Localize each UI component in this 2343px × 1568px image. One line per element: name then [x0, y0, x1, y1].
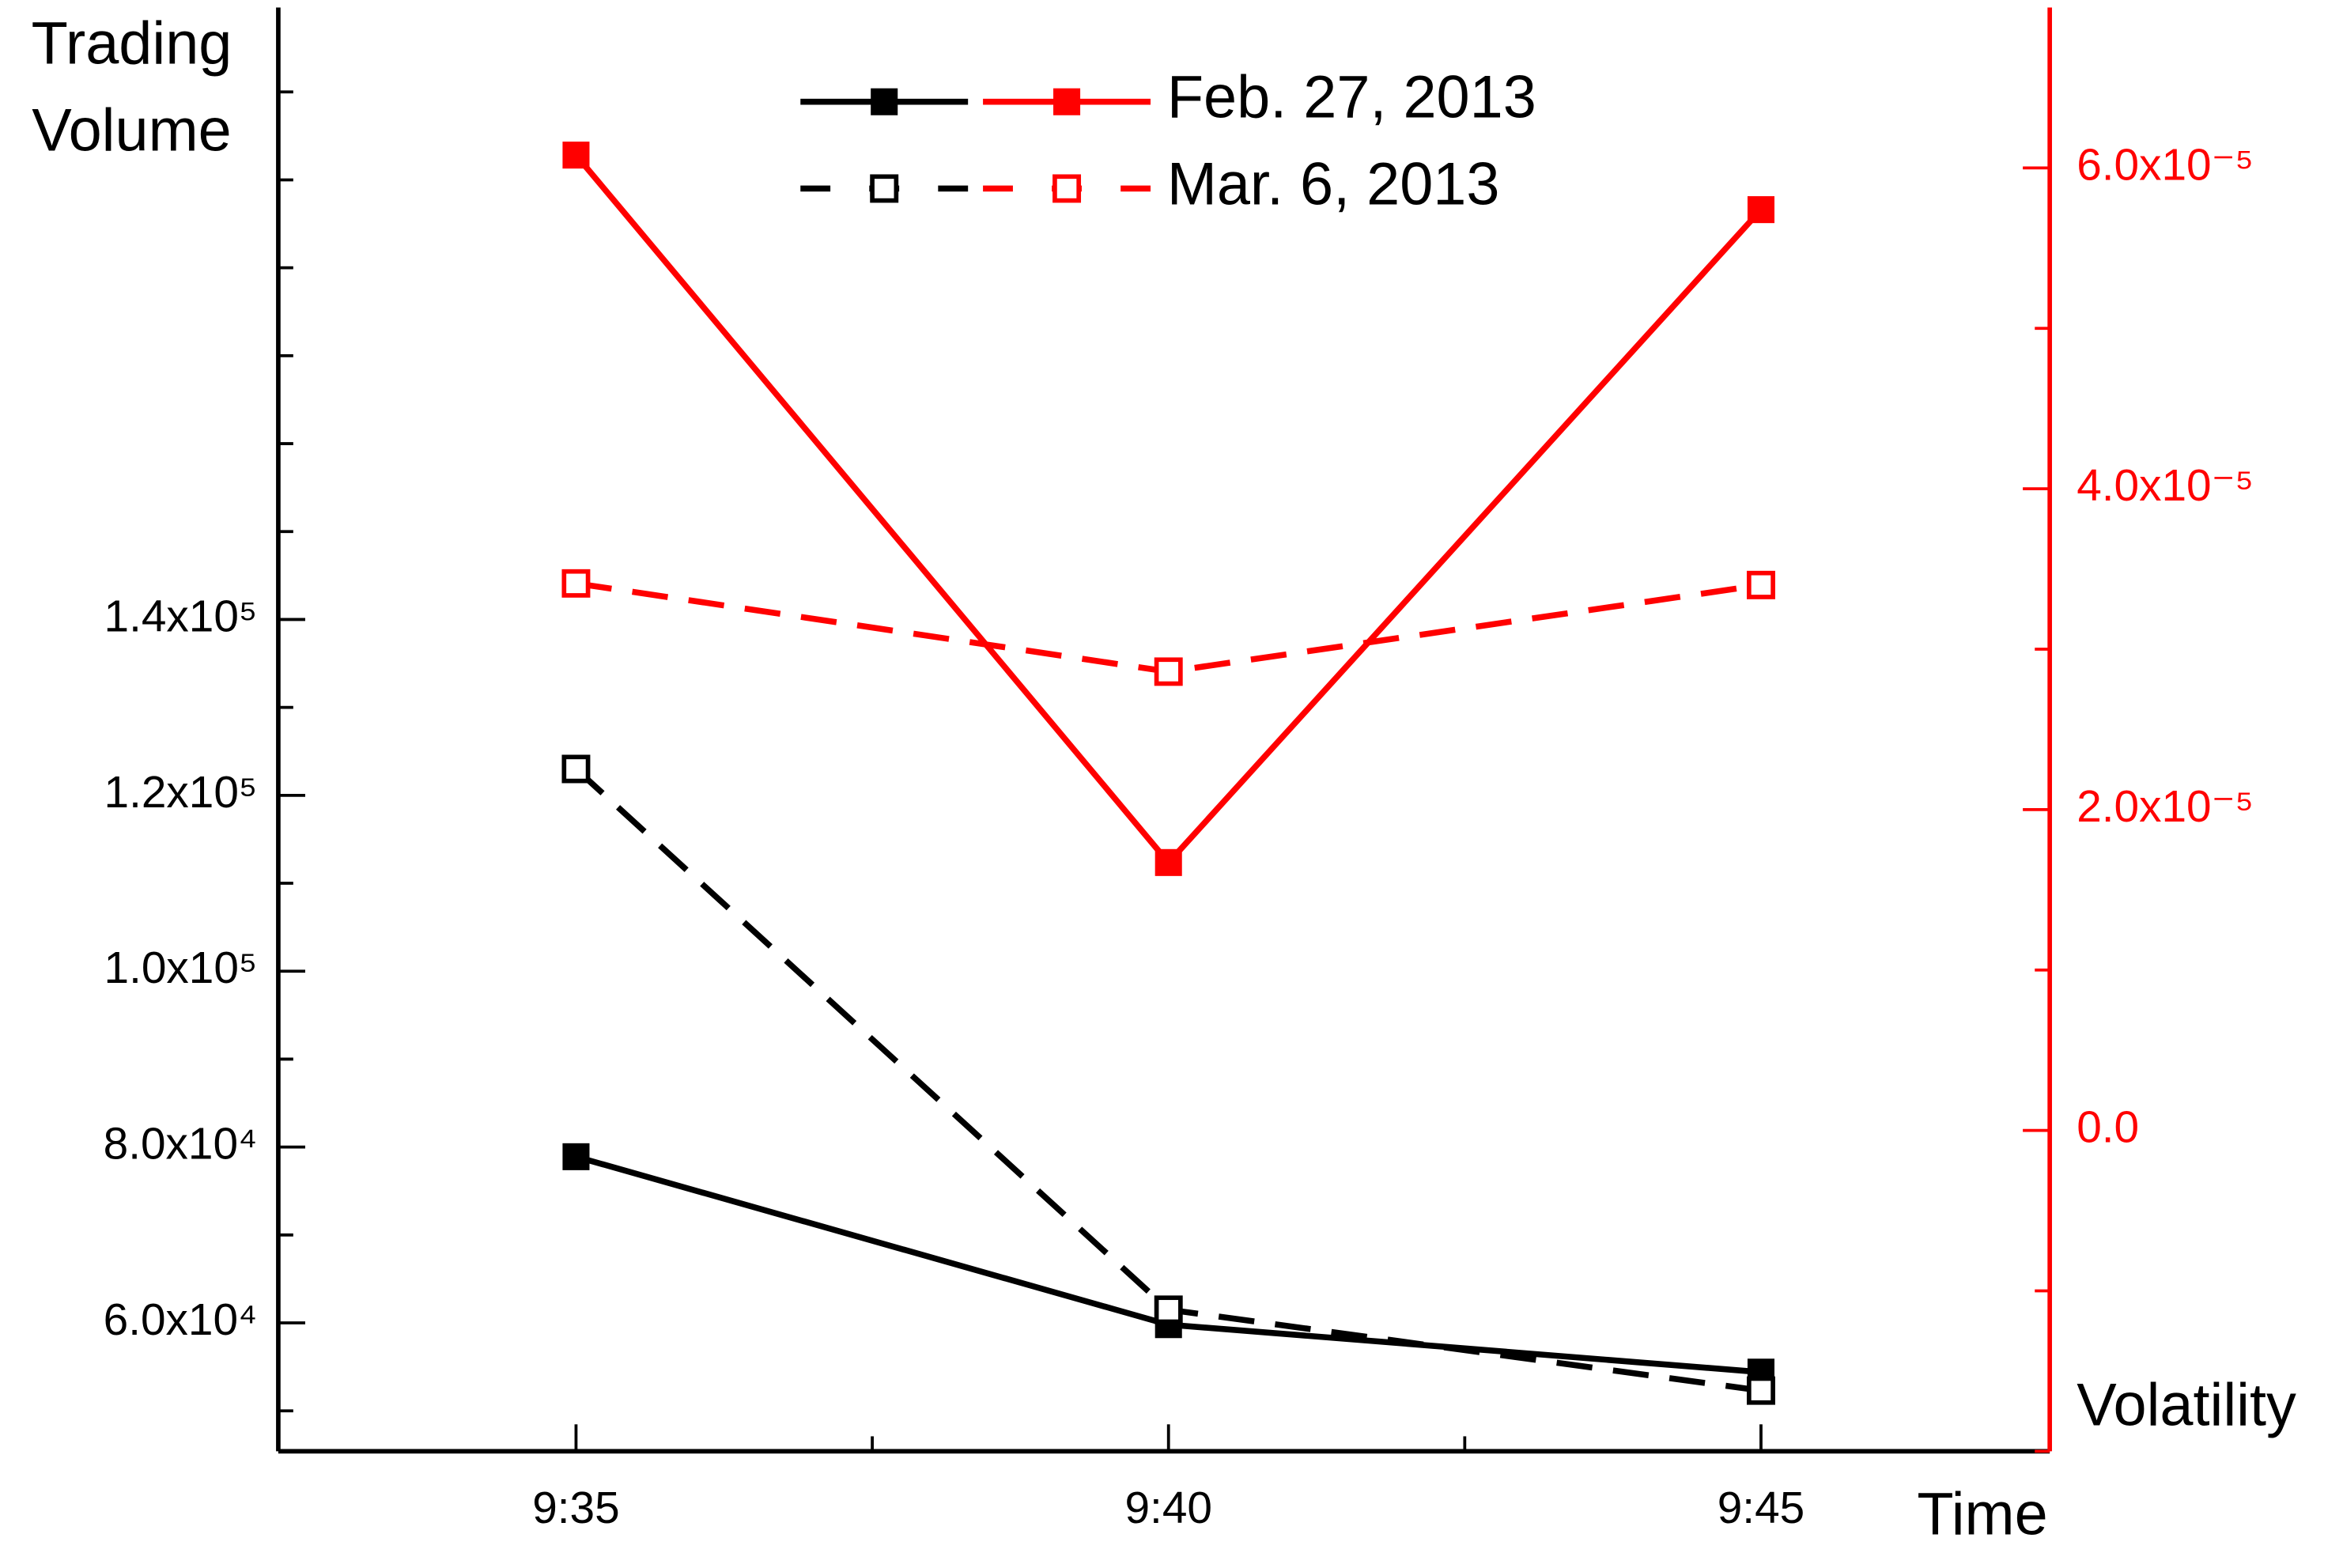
- series-line: [575, 1154, 1762, 1376]
- data-point: [1747, 570, 1775, 599]
- legend-marker: [871, 88, 898, 115]
- legend-label: Feb. 27, 2013: [1167, 64, 1536, 131]
- data-point: [1154, 848, 1182, 876]
- data-point: [1747, 196, 1775, 224]
- y-tick-label: 1.4x10⁵: [104, 591, 258, 641]
- y2-tick-label: 4.0x10⁻⁵: [2077, 461, 2254, 511]
- data-point: [562, 1143, 590, 1170]
- x-axis-label: Time: [1917, 1480, 2047, 1547]
- data-point: [561, 569, 591, 598]
- x-tick-label: 9:45: [1718, 1483, 1804, 1533]
- x-tick-label: 9:40: [1124, 1483, 1211, 1533]
- y-axis-label: Volume: [32, 96, 231, 164]
- y-axis-label: Trading: [32, 10, 232, 77]
- series-line: [573, 153, 1763, 867]
- y2-axis-label: Volatility: [2077, 1371, 2296, 1438]
- y2-tick-label: 2.0x10⁻⁵: [2077, 782, 2254, 832]
- x-tick-label: 9:35: [532, 1483, 619, 1533]
- legend-marker: [1053, 88, 1081, 115]
- data-point: [1747, 1376, 1775, 1405]
- y-tick-label: 8.0x10⁴: [104, 1120, 258, 1169]
- legend-marker: [1052, 174, 1082, 203]
- data-point: [562, 142, 590, 169]
- legend-label: Mar. 6, 2013: [1167, 150, 1500, 217]
- y2-tick-label: 0.0: [2077, 1103, 2139, 1153]
- data-point: [1154, 1295, 1183, 1324]
- data-point: [561, 754, 591, 784]
- y-tick-label: 1.2x10⁵: [104, 768, 258, 818]
- y-tick-label: 6.0x10⁴: [104, 1295, 258, 1345]
- y2-tick-label: 6.0x10⁻⁵: [2077, 140, 2254, 190]
- y-tick-label: 1.0x10⁵: [104, 943, 258, 993]
- legend-marker: [870, 174, 899, 203]
- data-point: [1154, 657, 1183, 686]
